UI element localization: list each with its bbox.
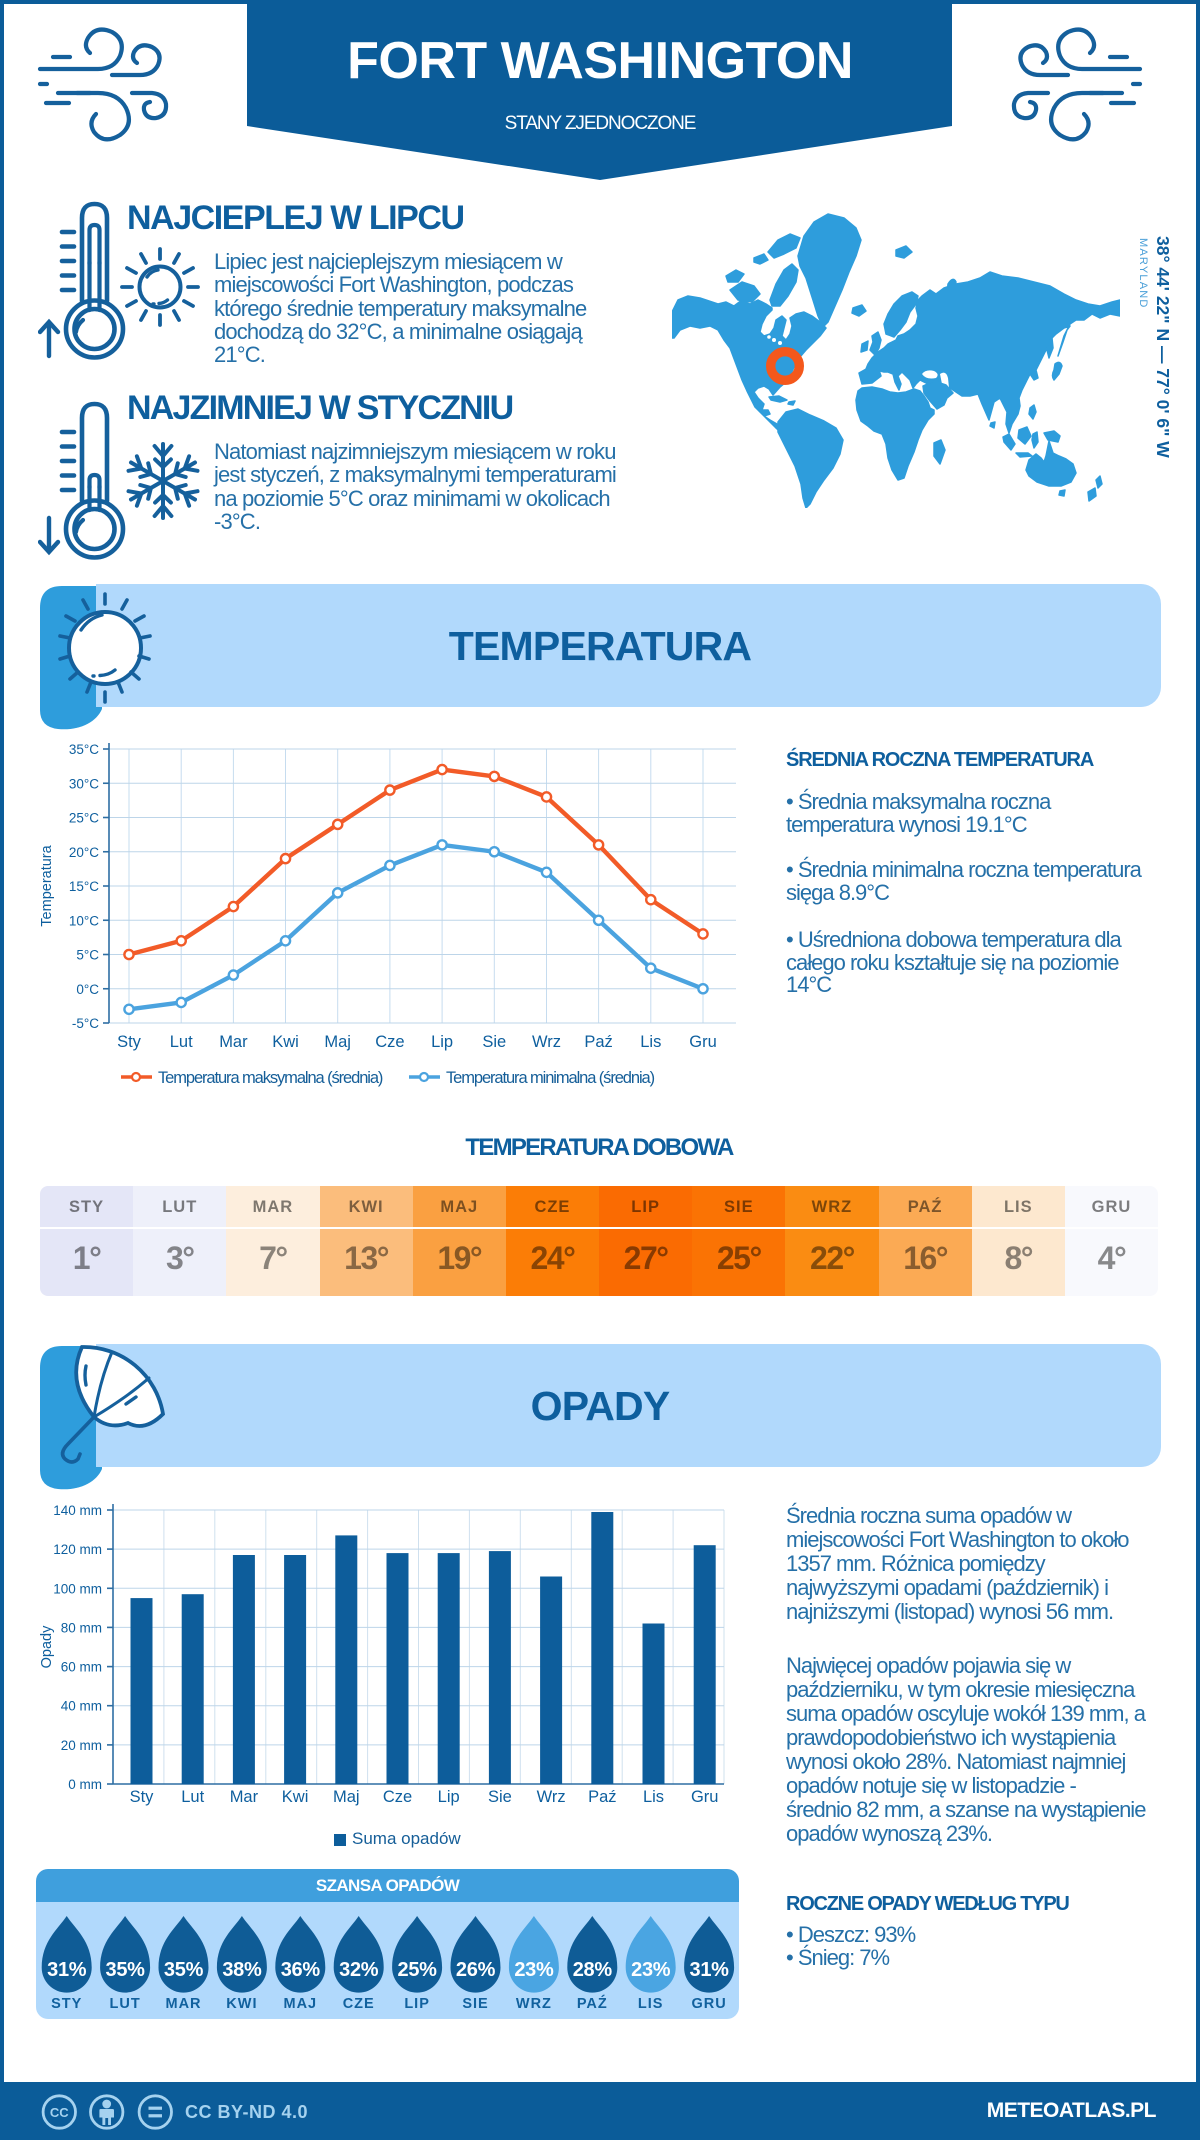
svg-text:0 mm: 0 mm: [68, 1777, 102, 1792]
svg-text:Sie: Sie: [488, 1788, 512, 1806]
svg-text:Temperatura maksymalna (średni: Temperatura maksymalna (średnia): [158, 1069, 383, 1087]
svg-text:Lut: Lut: [181, 1788, 204, 1806]
svg-text:Kwi: Kwi: [272, 1033, 299, 1051]
svg-text:120 mm: 120 mm: [53, 1542, 102, 1557]
svg-text:5°C: 5°C: [76, 948, 99, 963]
svg-text:STY: STY: [51, 1996, 82, 2012]
svg-text:Cze: Cze: [383, 1788, 412, 1806]
svg-text:LIS: LIS: [638, 1996, 664, 2012]
svg-text:KWI: KWI: [226, 1996, 257, 2012]
svg-text:80 mm: 80 mm: [61, 1620, 102, 1635]
svg-text:Sty: Sty: [130, 1788, 155, 1806]
svg-text:Cze: Cze: [375, 1033, 404, 1051]
svg-text:Wrz: Wrz: [532, 1033, 561, 1051]
svg-text:Lut: Lut: [170, 1033, 193, 1051]
svg-text:15°C: 15°C: [69, 879, 99, 894]
svg-text:Opady: Opady: [40, 1625, 55, 1668]
svg-text:LUT: LUT: [110, 1996, 141, 2012]
svg-text:Lip: Lip: [438, 1788, 460, 1806]
svg-text:MAR: MAR: [165, 1996, 201, 2012]
svg-text:Gru: Gru: [691, 1788, 719, 1806]
svg-text:Suma opadów: Suma opadów: [352, 1829, 461, 1848]
svg-text:26%: 26%: [456, 1959, 496, 1981]
svg-text:Mar: Mar: [219, 1033, 248, 1051]
svg-text:Mar: Mar: [230, 1788, 259, 1806]
svg-text:28%: 28%: [573, 1959, 613, 1981]
svg-text:CZE: CZE: [343, 1996, 375, 2012]
svg-text:20 mm: 20 mm: [61, 1738, 102, 1753]
svg-text:MAJ: MAJ: [283, 1996, 317, 2012]
svg-text:31%: 31%: [690, 1959, 730, 1981]
svg-text:Maj: Maj: [333, 1788, 360, 1806]
svg-text:35%: 35%: [106, 1959, 146, 1981]
svg-text:Gru: Gru: [689, 1033, 717, 1051]
svg-text:Wrz: Wrz: [537, 1788, 566, 1806]
svg-text:Lip: Lip: [431, 1033, 453, 1051]
svg-text:40 mm: 40 mm: [61, 1699, 102, 1714]
svg-text:32%: 32%: [339, 1959, 379, 1981]
svg-text:23%: 23%: [631, 1959, 671, 1981]
svg-text:Kwi: Kwi: [282, 1788, 309, 1806]
svg-text:10°C: 10°C: [69, 913, 99, 928]
svg-text:36%: 36%: [281, 1959, 321, 1981]
svg-text:Paź: Paź: [588, 1788, 616, 1806]
svg-text:Paź: Paź: [584, 1033, 612, 1051]
svg-text:Temperatura: Temperatura: [40, 844, 55, 926]
svg-text:Sty: Sty: [117, 1033, 142, 1051]
svg-text:CC: CC: [50, 2105, 69, 2120]
svg-text:Lis: Lis: [643, 1788, 664, 1806]
svg-text:20°C: 20°C: [69, 845, 99, 860]
svg-text:35°C: 35°C: [69, 742, 99, 757]
svg-text:25%: 25%: [398, 1959, 438, 1981]
svg-text:140 mm: 140 mm: [53, 1503, 102, 1518]
svg-text:38%: 38%: [222, 1959, 262, 1981]
svg-text:0°C: 0°C: [76, 982, 99, 997]
svg-text:LIP: LIP: [404, 1996, 430, 2012]
svg-text:-5°C: -5°C: [72, 1016, 99, 1031]
svg-text:60 mm: 60 mm: [61, 1660, 102, 1675]
svg-text:GRU: GRU: [691, 1996, 726, 2012]
svg-text:35%: 35%: [164, 1959, 204, 1981]
svg-text:Temperatura minimalna (średnia: Temperatura minimalna (średnia): [446, 1069, 655, 1087]
svg-text:23%: 23%: [514, 1959, 554, 1981]
svg-text:25°C: 25°C: [69, 811, 99, 826]
svg-text:31%: 31%: [47, 1959, 87, 1981]
svg-text:WRZ: WRZ: [516, 1996, 552, 2012]
svg-text:PAŹ: PAŹ: [577, 1995, 608, 2012]
svg-text:Lis: Lis: [640, 1033, 661, 1051]
svg-text:SIE: SIE: [462, 1996, 488, 2012]
svg-text:30°C: 30°C: [69, 776, 99, 791]
svg-text:100 mm: 100 mm: [53, 1581, 102, 1596]
svg-text:Sie: Sie: [482, 1033, 506, 1051]
svg-text:Maj: Maj: [324, 1033, 351, 1051]
